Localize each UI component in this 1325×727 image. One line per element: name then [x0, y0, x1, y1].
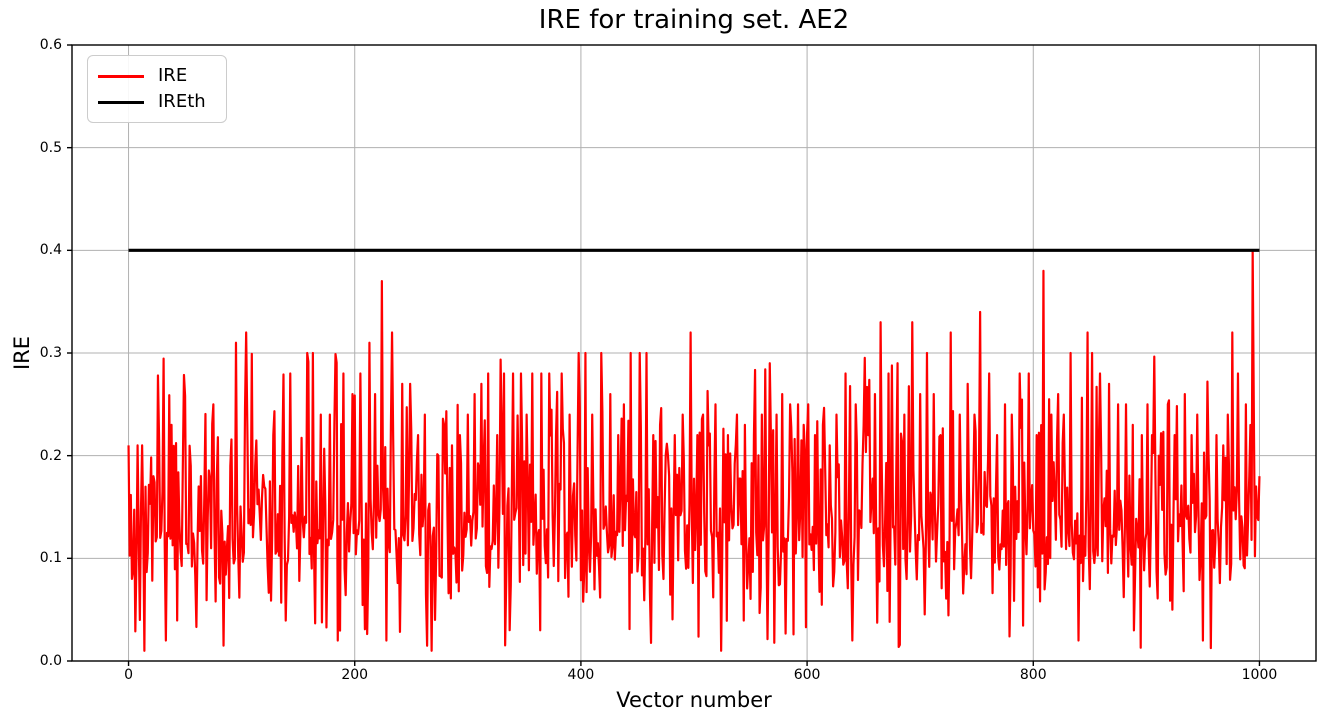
- y-tick-label: 0.6: [39, 37, 62, 53]
- legend-item-ire: IRE: [98, 64, 216, 88]
- x-axis-label: Vector number: [616, 688, 772, 712]
- x-tick-label: 200: [341, 667, 369, 683]
- y-tick-label: 0.4: [39, 242, 62, 259]
- x-tick-label: 600: [793, 667, 821, 683]
- chart-title: IRE for training set. AE2: [538, 5, 850, 35]
- y-tick-label: 0.1: [39, 550, 62, 567]
- x-tick-label: 0: [124, 667, 133, 683]
- x-tick-label: 800: [1019, 667, 1047, 683]
- legend: IRE IREth: [87, 55, 227, 123]
- x-tick-label: 1000: [1241, 667, 1278, 683]
- ireth-line-swatch: [98, 100, 144, 104]
- legend-label-ireth: IREth: [158, 91, 206, 112]
- y-tick-label: 0.0: [39, 653, 62, 669]
- y-tick-label: 0.5: [39, 139, 62, 156]
- ire-line-swatch: [98, 74, 144, 78]
- y-tick-label: 0.3: [39, 345, 62, 361]
- ire-series-line: [127, 249, 1261, 652]
- legend-label-ire: IRE: [158, 65, 188, 86]
- legend-item-ireth: IREth: [98, 90, 216, 114]
- x-tick-label: 400: [567, 667, 595, 683]
- y-tick-label: 0.2: [39, 447, 62, 464]
